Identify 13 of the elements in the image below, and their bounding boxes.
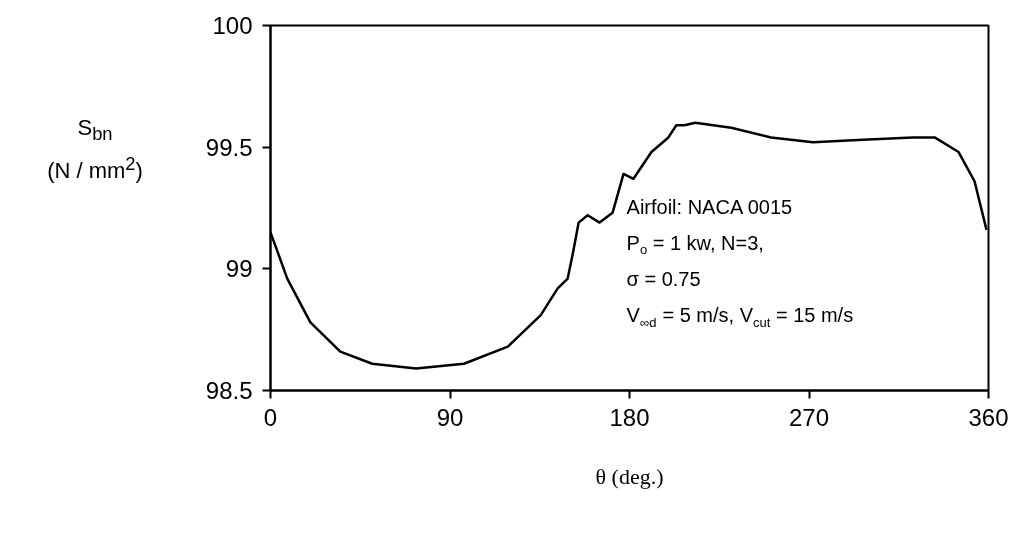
annotation: σ = 0.75 [626, 267, 701, 290]
y-tick-label: 100 [212, 12, 253, 39]
y-axis-title: S$_{bn}$ (N / mm$^{2}$) [47, 114, 143, 186]
x-axis-title: θ (deg.) [595, 463, 664, 489]
x-tick-label: 90 [436, 403, 464, 431]
x-tick-label: 270 [788, 403, 830, 431]
x-tick-label: 180 [609, 403, 650, 431]
annotation: Airfoil: NACA 0015 [626, 195, 793, 218]
y-tick-label: 99.5 [205, 133, 253, 161]
x-tick-label: 0 [263, 403, 278, 431]
x-tick-label: 360 [968, 403, 1009, 431]
y-tick-label: 98.5 [205, 377, 253, 404]
y-tick-label: 99 [225, 255, 253, 283]
